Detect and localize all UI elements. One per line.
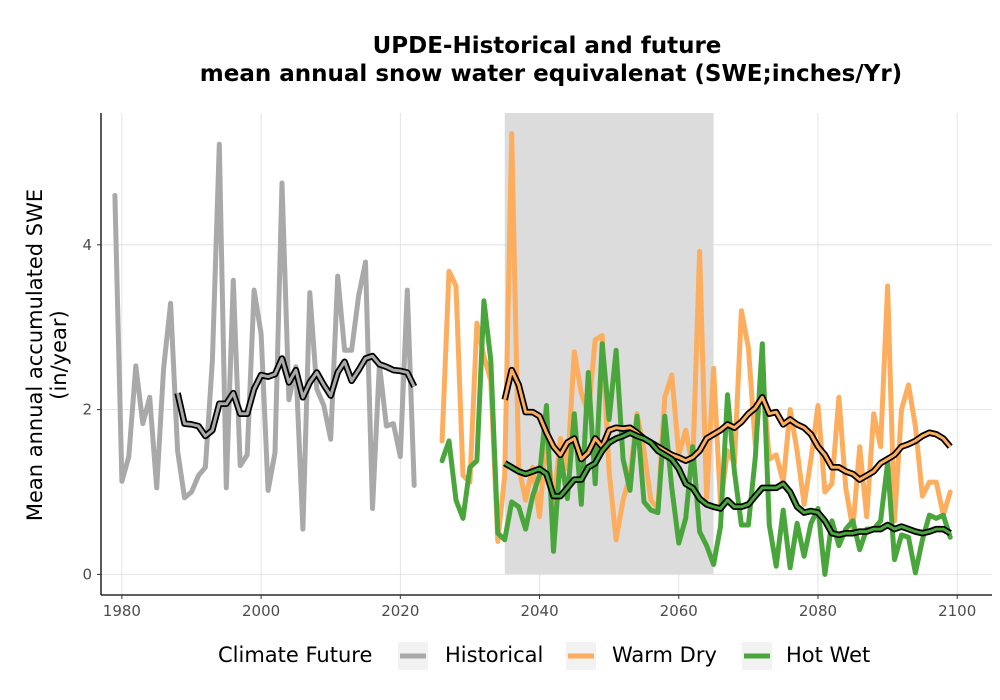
y-tick-label-0: 0: [82, 565, 92, 583]
legend-label-warm-dry: Warm Dry: [612, 643, 717, 667]
axes: [100, 113, 992, 596]
chart-title-line1: UPDE-Historical and future: [373, 33, 722, 59]
y-axis-title-line2: (in/year): [47, 310, 71, 399]
tick-labels: 1980 2000 2020 2040 2060 2080 2100 0 2 4: [82, 236, 976, 620]
legend-label-historical: Historical: [445, 643, 543, 667]
x-tick-label-2040: 2040: [520, 602, 558, 620]
x-tick-label-2100: 2100: [938, 602, 976, 620]
legend: Climate Future Historical Warm Dry Hot W…: [218, 642, 870, 670]
series-line-historical-smoothed: [174, 352, 418, 440]
series-line-historical: [112, 141, 417, 532]
smoothed-fill-historical: [176, 354, 416, 438]
legend-label-hot-wet: Hot Wet: [786, 643, 870, 667]
smoothed-fill-warm-dry: [503, 368, 952, 482]
y-tick-label-4: 4: [82, 236, 92, 254]
x-tick-label-2000: 2000: [242, 602, 280, 620]
y-axis-title: Mean annual accumulated SWE (in/year): [23, 189, 71, 521]
y-axis-title-line1: Mean annual accumulated SWE: [23, 189, 47, 521]
smoothed-fill-hot-wet: [503, 431, 951, 537]
series-line-hot-wet-smoothed: [503, 429, 952, 539]
chart-title-line2: mean annual snow water equivalenat (SWE;…: [200, 61, 902, 87]
series-line-warm-dry: [439, 131, 953, 544]
series-line-warm-dry-smoothed: [501, 366, 953, 483]
y-tick-label-2: 2: [82, 401, 92, 419]
x-tick-label-2020: 2020: [381, 602, 419, 620]
x-tick-label-2080: 2080: [799, 602, 837, 620]
x-tick-label-1980: 1980: [103, 602, 141, 620]
x-tick-label-2060: 2060: [660, 602, 698, 620]
series-lines: [112, 131, 953, 577]
legend-title: Climate Future: [218, 643, 372, 667]
